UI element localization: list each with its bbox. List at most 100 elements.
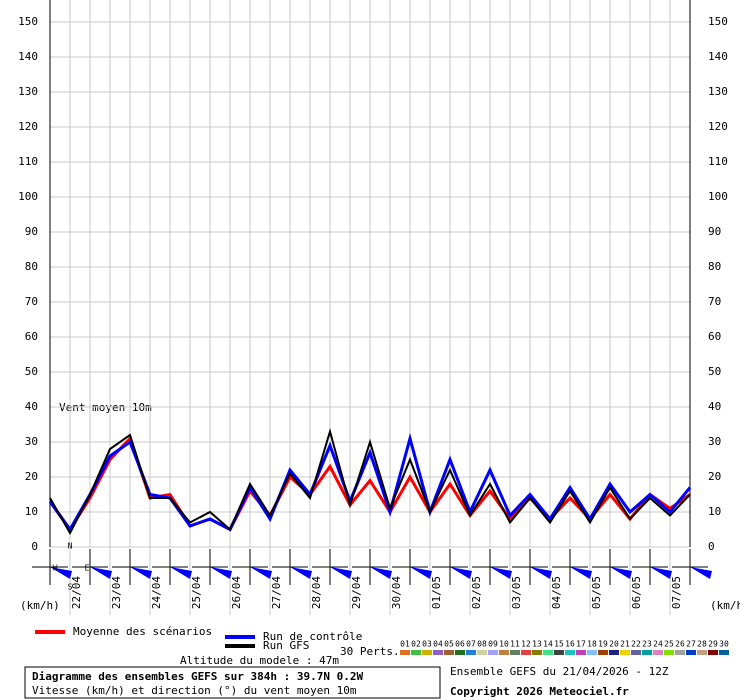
legend-label: Run GFS [263,639,309,652]
perturbation-label: 14 [543,640,553,649]
y-tick-label: 130 [18,85,38,98]
compass-fan [90,567,112,579]
perturbation-swatch [499,650,509,655]
perturbation-label: 20 [609,640,619,649]
perturbation-label: 11 [510,640,520,649]
x-tick-label: 07/05 [670,576,683,609]
x-tick-label: 05/05 [590,576,603,609]
y2-tick-label: 150 [708,15,728,28]
perturbation-label: 26 [675,640,685,649]
perturbation-label: 23 [642,640,652,649]
compass-e: E [85,564,90,573]
compass-fan [50,567,72,579]
perturbation-swatch [664,650,674,655]
perturbation-label: 29 [708,640,718,649]
y-tick-label: 30 [25,435,38,448]
compass-fan [170,567,192,579]
compass-fan [610,567,632,579]
x-tick-label: 29/04 [350,576,363,609]
perturbation-swatch [455,650,465,655]
x-tick-label: 27/04 [270,576,283,609]
y2-tick-label: 110 [708,155,728,168]
perturbation-swatch [510,650,520,655]
compass-fan [490,567,512,579]
x-tick-label: 23/04 [110,576,123,609]
perturbation-label: 06 [455,640,465,649]
series-line [49,427,691,536]
compass-fan [650,567,672,579]
run-info: Ensemble GEFS du 21/04/2026 - 12Z [450,665,669,678]
y-tick-label: 100 [18,190,38,203]
perturbation-label: 09 [488,640,498,649]
y-tick-label: 80 [25,260,38,273]
footer-box [24,666,441,699]
y-tick-label: 110 [18,155,38,168]
footer-title: Diagramme des ensembles GEFS sur 384h : … [32,670,364,683]
perturbation-label: 02 [411,640,421,649]
perturbation-label: 03 [422,640,432,649]
perturbation-label: 07 [466,640,476,649]
perturbation-label: 28 [697,640,707,649]
y-tick-label: 60 [25,330,38,343]
y2-tick-label: 70 [708,295,721,308]
y2-tick-label: 130 [708,85,728,98]
y-tick-label: 70 [25,295,38,308]
legend-label: Run de contrôle [263,630,362,643]
series-line [48,432,692,533]
perturbation-swatch [565,650,575,655]
y-tick-label: 10 [25,505,38,518]
y2-tick-label: 50 [708,365,721,378]
perturbation-swatch [411,650,421,655]
x-tick-label: 30/04 [390,576,403,609]
perturbation-label: 04 [433,640,443,649]
perturbations-label: 30 Perts. [340,645,400,658]
x-tick-label: 26/04 [230,576,243,609]
y-unit: (km/h) [710,599,740,612]
altitude: Altitude du modele : 47m [180,654,339,667]
perturbation-label: 30 [719,640,729,649]
perturbation-swatch [675,650,685,655]
perturbation-swatch [543,650,553,655]
y2-tick-label: 90 [708,225,721,238]
x-tick-label: 06/05 [630,576,643,609]
y-tick-label: 120 [18,120,38,133]
y-tick-label: 40 [25,400,38,413]
perturbation-label: 17 [576,640,586,649]
y2-tick-label: 30 [708,435,721,448]
y-tick-label: 150 [18,15,38,28]
compass-w: W [53,564,58,573]
y2-tick-label: 40 [708,400,721,413]
perturbation-label: 05 [444,640,454,649]
y-tick-label: 50 [25,365,38,378]
perturbation-swatch [686,650,696,655]
y-tick-label: 140 [18,50,38,63]
perturbation-swatch [576,650,586,655]
perturbation-label: 08 [477,640,487,649]
y2-tick-label: 10 [708,505,721,518]
compass-s: S [68,583,73,592]
perturbation-label: 12 [521,640,531,649]
compass-fan [370,567,392,579]
y2-tick-label: 120 [708,120,728,133]
perturbation-label: 24 [653,640,663,649]
x-tick-label: 01/05 [430,576,443,609]
x-tick-label: 25/04 [190,576,203,609]
perturbation-label: 25 [664,640,674,649]
x-tick-label: 03/05 [510,576,523,609]
x-tick-label: 28/04 [310,576,323,609]
perturbation-label: 21 [620,640,630,649]
perturbation-swatch [631,650,641,655]
y2-tick-label: 0 [708,540,715,553]
y2-tick-label: 100 [708,190,728,203]
perturbation-swatch [587,650,597,655]
compass-fan [210,567,232,579]
perturbation-swatch [477,650,487,655]
perturbation-swatch [642,650,652,655]
y2-tick-label: 60 [708,330,721,343]
compass-fan [330,567,352,579]
perturbation-swatch [466,650,476,655]
perturbation-swatch [444,650,454,655]
perturbation-swatch [620,650,630,655]
compass-fan [450,567,472,579]
compass-fan [570,567,592,579]
